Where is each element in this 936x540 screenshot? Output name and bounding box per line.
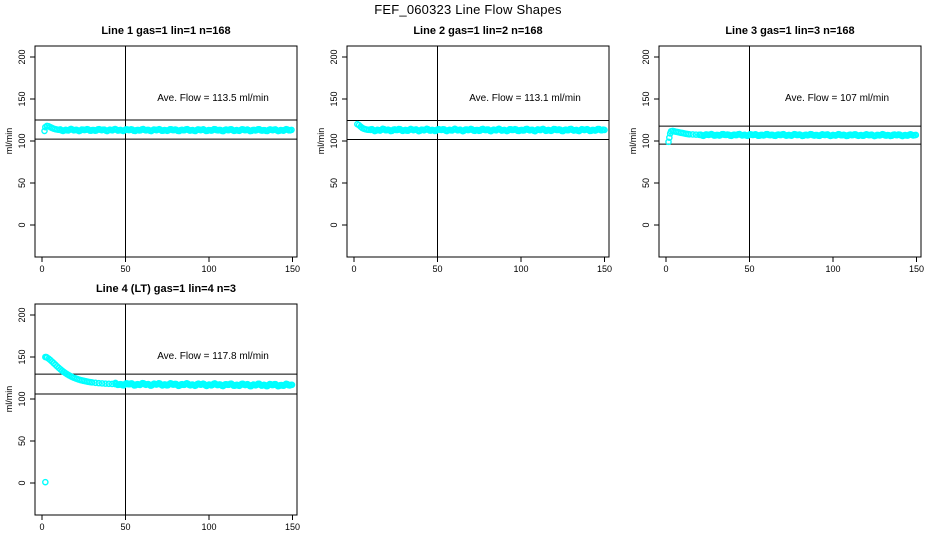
y-tick-label: 150 (17, 349, 27, 364)
subplot-line-2: Line 2 gas=1 lin=2 n=168 0 50 100 150 20… (312, 18, 624, 276)
x-tick-label: 150 (909, 264, 924, 274)
x-tick-label: 150 (285, 522, 300, 532)
data-layer (347, 46, 609, 257)
y-tick-label: 200 (329, 49, 339, 64)
subplot-line-3: Line 3 gas=1 lin=3 n=168 0 50 100 150 20… (624, 18, 936, 276)
ave-flow-annotation: Ave. Flow = 113.1 ml/min (469, 93, 581, 104)
data-layer (35, 304, 297, 515)
y-tick-label: 150 (17, 91, 27, 106)
x-tick-label: 150 (285, 264, 300, 274)
subplot-title: Line 4 (LT) gas=1 lin=4 n=3 (96, 283, 236, 295)
y-axis-label: ml/min (628, 128, 638, 155)
y-axis-label: ml/min (4, 128, 14, 155)
subplot-title: Line 1 gas=1 lin=1 n=168 (101, 25, 230, 37)
x-axis-ticks (665, 257, 917, 262)
y-tick-label: 100 (17, 133, 27, 148)
x-tick-label: 150 (597, 264, 612, 274)
y-tick-label: 100 (17, 391, 27, 406)
subplot-title: Line 3 gas=1 lin=3 n=168 (725, 25, 854, 37)
y-tick-label: 0 (17, 222, 27, 227)
y-tick-label: 50 (329, 178, 339, 188)
y-tick-label: 0 (641, 222, 651, 227)
y-tick-label: 0 (17, 480, 27, 485)
ave-flow-annotation: Ave. Flow = 107 ml/min (785, 93, 889, 104)
y-tick-label: 50 (17, 436, 27, 446)
plot-box (34, 45, 298, 258)
plot-box (346, 45, 610, 258)
y-tick-label: 150 (329, 91, 339, 106)
plot-box (658, 45, 922, 258)
x-tick-label: 0 (351, 264, 356, 274)
figure-title: FEF_060323 Line Flow Shapes (374, 2, 562, 17)
y-axis-label: ml/min (4, 386, 14, 413)
y-tick-label: 50 (641, 178, 651, 188)
y-tick-label: 0 (329, 222, 339, 227)
y-tick-label: 200 (641, 49, 651, 64)
ave-flow-annotation: Ave. Flow = 113.5 ml/min (157, 93, 269, 104)
x-axis-ticks (41, 515, 293, 520)
plot-box (34, 303, 298, 516)
x-tick-label: 0 (39, 522, 44, 532)
x-tick-label: 0 (39, 264, 44, 274)
y-axis-label: ml/min (316, 128, 326, 155)
x-axis-ticks (41, 257, 293, 262)
subplot-line-4: Line 4 (LT) gas=1 lin=4 n=3 0 50 100 150… (0, 276, 312, 534)
data-layer (659, 46, 921, 257)
x-tick-label: 50 (744, 264, 754, 274)
x-tick-label: 100 (201, 522, 216, 532)
x-tick-label: 50 (432, 264, 442, 274)
y-tick-label: 50 (17, 178, 27, 188)
x-tick-label: 0 (663, 264, 668, 274)
subplot-line-1: Line 1 gas=1 lin=1 n=168 0 50 100 150 20… (0, 18, 312, 276)
x-tick-label: 100 (825, 264, 840, 274)
y-tick-label: 150 (641, 91, 651, 106)
x-tick-label: 100 (201, 264, 216, 274)
x-tick-label: 100 (513, 264, 528, 274)
x-axis-ticks (353, 257, 605, 262)
x-tick-label: 50 (120, 264, 130, 274)
y-tick-label: 200 (17, 307, 27, 322)
y-axis-ticks (30, 314, 35, 484)
subplot-title: Line 2 gas=1 lin=2 n=168 (413, 25, 542, 37)
y-axis-ticks (654, 56, 659, 226)
y-axis-ticks (30, 56, 35, 226)
y-axis-ticks (342, 56, 347, 226)
x-tick-label: 50 (120, 522, 130, 532)
y-tick-label: 100 (329, 133, 339, 148)
y-tick-label: 200 (17, 49, 27, 64)
ave-flow-annotation: Ave. Flow = 117.8 ml/min (157, 351, 269, 362)
y-tick-label: 100 (641, 133, 651, 148)
data-layer (35, 46, 297, 257)
